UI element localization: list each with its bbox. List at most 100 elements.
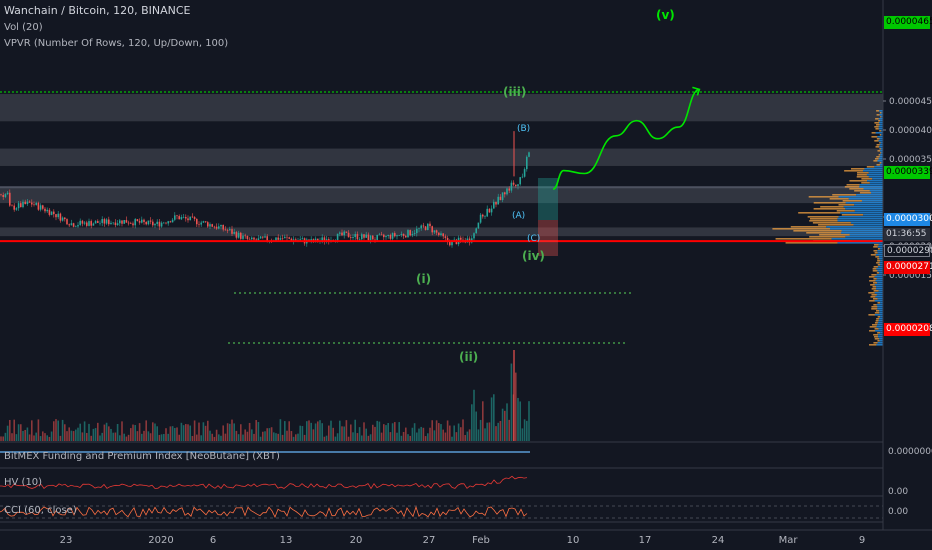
vpvr-bar-up <box>879 124 883 126</box>
volume-bar <box>132 424 134 441</box>
vpvr-bar-down <box>812 222 851 224</box>
volume-bar <box>477 429 480 441</box>
candle-body <box>453 239 455 241</box>
vpvr-indicator-label[interactable]: VPVR (Number Of Rows, 120, Up/Down, 100) <box>4 38 229 49</box>
vpvr-bar-down <box>877 258 880 260</box>
candle-body <box>64 217 66 220</box>
volume-bar <box>13 419 15 441</box>
vpvr-bar-down <box>868 344 877 346</box>
vpvr-bar-up <box>837 242 883 244</box>
vpvr-bar-down <box>873 336 879 338</box>
volume-bar <box>396 432 398 441</box>
candle-body <box>248 239 251 240</box>
candle-body <box>341 232 343 236</box>
candle-body <box>50 211 53 215</box>
vpvr-bar-down <box>808 196 839 198</box>
vpvr-bar-down <box>807 216 839 218</box>
vpvr-bar-down <box>878 120 881 122</box>
candle-body <box>275 237 277 241</box>
vpvr-bar-down <box>876 138 880 140</box>
vpvr-bar-down <box>813 202 846 204</box>
long-position-target-box <box>538 178 558 220</box>
candle-body <box>438 232 440 236</box>
volume-bar <box>119 435 121 441</box>
volume-bar <box>299 425 301 441</box>
vpvr-bar-up <box>840 212 883 214</box>
volume-bar <box>356 433 359 441</box>
volume-bar <box>312 429 315 441</box>
candle-body <box>321 237 323 241</box>
candle-body <box>380 234 383 236</box>
time-tick-label: 24 <box>712 535 725 546</box>
candle-body <box>323 237 326 242</box>
vpvr-bar-down <box>806 232 841 234</box>
candle-body <box>435 230 438 233</box>
vpvr-bar-up <box>874 166 883 168</box>
volume-bar <box>169 426 172 441</box>
candle-body <box>147 220 150 225</box>
volume-bar <box>15 434 18 441</box>
volume-bar <box>444 432 447 441</box>
wave-label-v: (v) <box>656 8 675 22</box>
volume-bar <box>204 425 207 441</box>
candle-body <box>451 240 453 246</box>
volume-bar <box>464 435 466 441</box>
time-tick-label: 20 <box>350 535 363 546</box>
vpvr-bar-down <box>785 242 838 244</box>
volume-bar <box>376 420 378 441</box>
time-tick-label: 6 <box>210 535 216 546</box>
vpvr-bar-down <box>871 136 878 138</box>
candle-body <box>202 221 205 223</box>
volume-bar <box>26 427 29 441</box>
volume-bar <box>110 428 112 441</box>
volume-bar <box>394 422 396 441</box>
cci-pane-label[interactable]: CCI (60, close) <box>4 505 77 516</box>
vpvr-bar-up <box>880 142 883 144</box>
vpvr-bar-up <box>876 274 883 276</box>
vpvr-bar-up <box>876 326 883 328</box>
volume-indicator-label[interactable]: Vol (20) <box>4 22 43 33</box>
candle-body <box>90 221 92 226</box>
funding-axis-value: 0.00000000 <box>888 447 932 457</box>
vpvr-bar-down <box>876 164 880 166</box>
candle-body <box>479 214 482 223</box>
volume-bar <box>149 433 152 441</box>
candle-body <box>387 234 389 236</box>
volume-bar <box>39 436 42 441</box>
candle-body <box>528 152 530 157</box>
volume-bar <box>83 421 86 441</box>
funding-pane-label[interactable]: BitMEX Funding and Premium Index [NeoBut… <box>4 451 280 462</box>
vpvr-bar-up <box>879 248 883 250</box>
vpvr-bar-up <box>877 298 883 300</box>
candle-body <box>209 224 211 227</box>
candle-body <box>182 217 185 218</box>
candle-body <box>53 211 55 215</box>
volume-bar <box>105 422 108 441</box>
vpvr-bar-up <box>876 268 883 270</box>
volume-bar <box>405 427 407 441</box>
volume-bar <box>455 432 458 441</box>
volume-bar <box>321 423 323 441</box>
volume-bar <box>488 422 491 441</box>
volume-bar <box>468 429 471 441</box>
volume-bar <box>330 420 332 441</box>
volume-bar <box>281 434 284 441</box>
vpvr-bar-down <box>868 314 875 316</box>
candle-body <box>358 239 361 240</box>
vpvr-bar-up <box>861 200 883 202</box>
candle-body <box>374 239 376 241</box>
vpvr-bar-up <box>875 254 883 256</box>
candle-body <box>103 219 106 224</box>
vpvr-bar-down <box>809 220 838 222</box>
vpvr-bar-up <box>859 184 883 186</box>
candle-body <box>163 222 165 224</box>
candle-body <box>218 226 220 229</box>
candle-body <box>77 224 79 227</box>
candle-body <box>59 213 62 221</box>
hv-pane-label[interactable]: HV (10) <box>4 477 43 488</box>
vpvr-bar-up <box>863 214 883 216</box>
candle-body <box>246 236 249 240</box>
candle-body <box>400 233 403 236</box>
vpvr-bar-up <box>869 182 883 184</box>
